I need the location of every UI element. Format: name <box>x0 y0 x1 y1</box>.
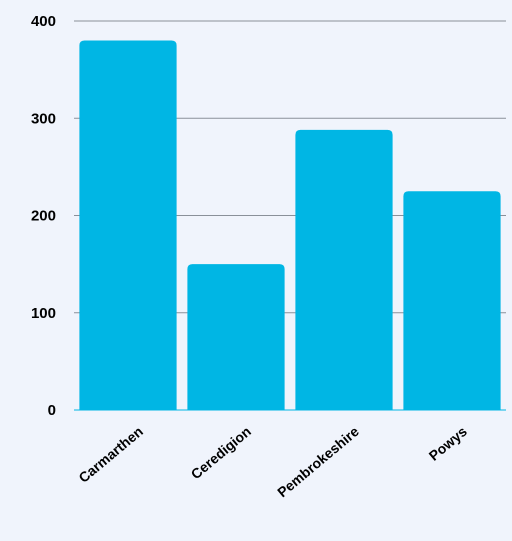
x-category-label: Powys <box>426 423 470 464</box>
y-tick-label: 100 <box>31 305 56 322</box>
bar-carmarthen <box>79 40 177 410</box>
bar-ceredigion <box>187 264 285 410</box>
y-tick-label: 200 <box>31 208 56 225</box>
x-axis-category-labels: Carmarthen Ceredigion Pembrokeshire Powy… <box>75 423 470 500</box>
y-tick-label: 300 <box>31 110 56 127</box>
y-tick-label: 400 <box>31 13 56 30</box>
bars <box>74 40 506 411</box>
y-axis-tick-labels: 0 100 200 300 400 <box>31 13 56 419</box>
y-tick-label: 0 <box>48 402 56 419</box>
x-category-label: Carmarthen <box>75 423 145 486</box>
x-category-label: Ceredigion <box>188 423 254 482</box>
bar-pembrokeshire <box>295 129 393 411</box>
bar-powys <box>403 191 501 410</box>
x-category-label: Pembrokeshire <box>274 423 362 500</box>
